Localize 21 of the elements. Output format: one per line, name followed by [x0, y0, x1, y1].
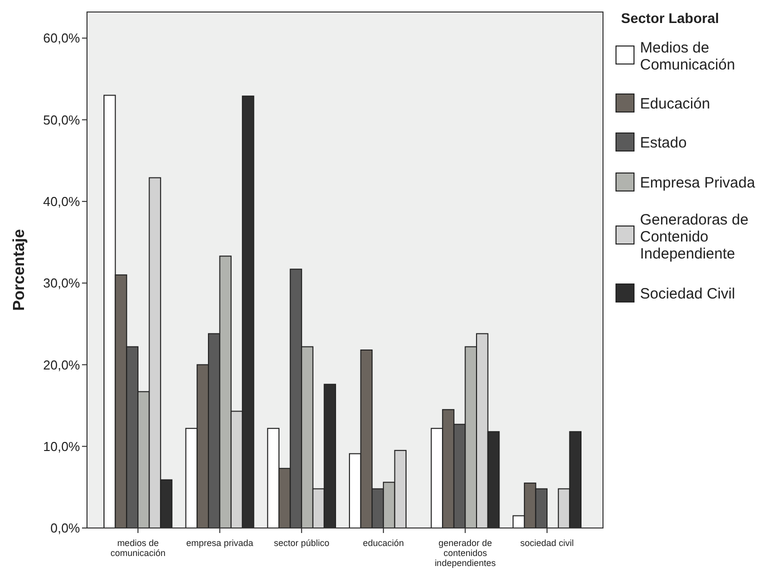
legend-label: Educación [640, 95, 710, 112]
x-tick-label: sector público [274, 538, 330, 548]
legend-label: Sociedad Civil [640, 285, 736, 302]
x-tick-label: generador de contenidos independientes [434, 538, 496, 568]
legend-label: Estado [640, 134, 687, 152]
x-tick-label: medios de comunicación [110, 538, 166, 558]
y-tick-label: 10,0% [43, 438, 80, 454]
y-tick-label: 50,0% [43, 112, 80, 128]
legend-title: Sector Laboral [621, 10, 720, 26]
x-tick-label: empresa privada [186, 538, 254, 548]
y-axis-title: Porcentaje [11, 228, 28, 311]
legend-label: Medios de Comunicación [640, 39, 736, 74]
y-tick-label: 40,0% [43, 194, 80, 209]
y-tick-label: 0,0% [50, 520, 80, 536]
x-tick-label: sociedad civil [520, 538, 574, 548]
y-tick-label: 30,0% [43, 276, 80, 291]
x-tick-label: educación [362, 538, 404, 548]
y-tick-label: 20,0% [43, 357, 80, 372]
legend-label: Generadoras de Contenido Independiente [640, 211, 748, 262]
y-tick-label: 60,0% [43, 30, 80, 46]
legend-label: Empresa Privada [640, 174, 756, 192]
